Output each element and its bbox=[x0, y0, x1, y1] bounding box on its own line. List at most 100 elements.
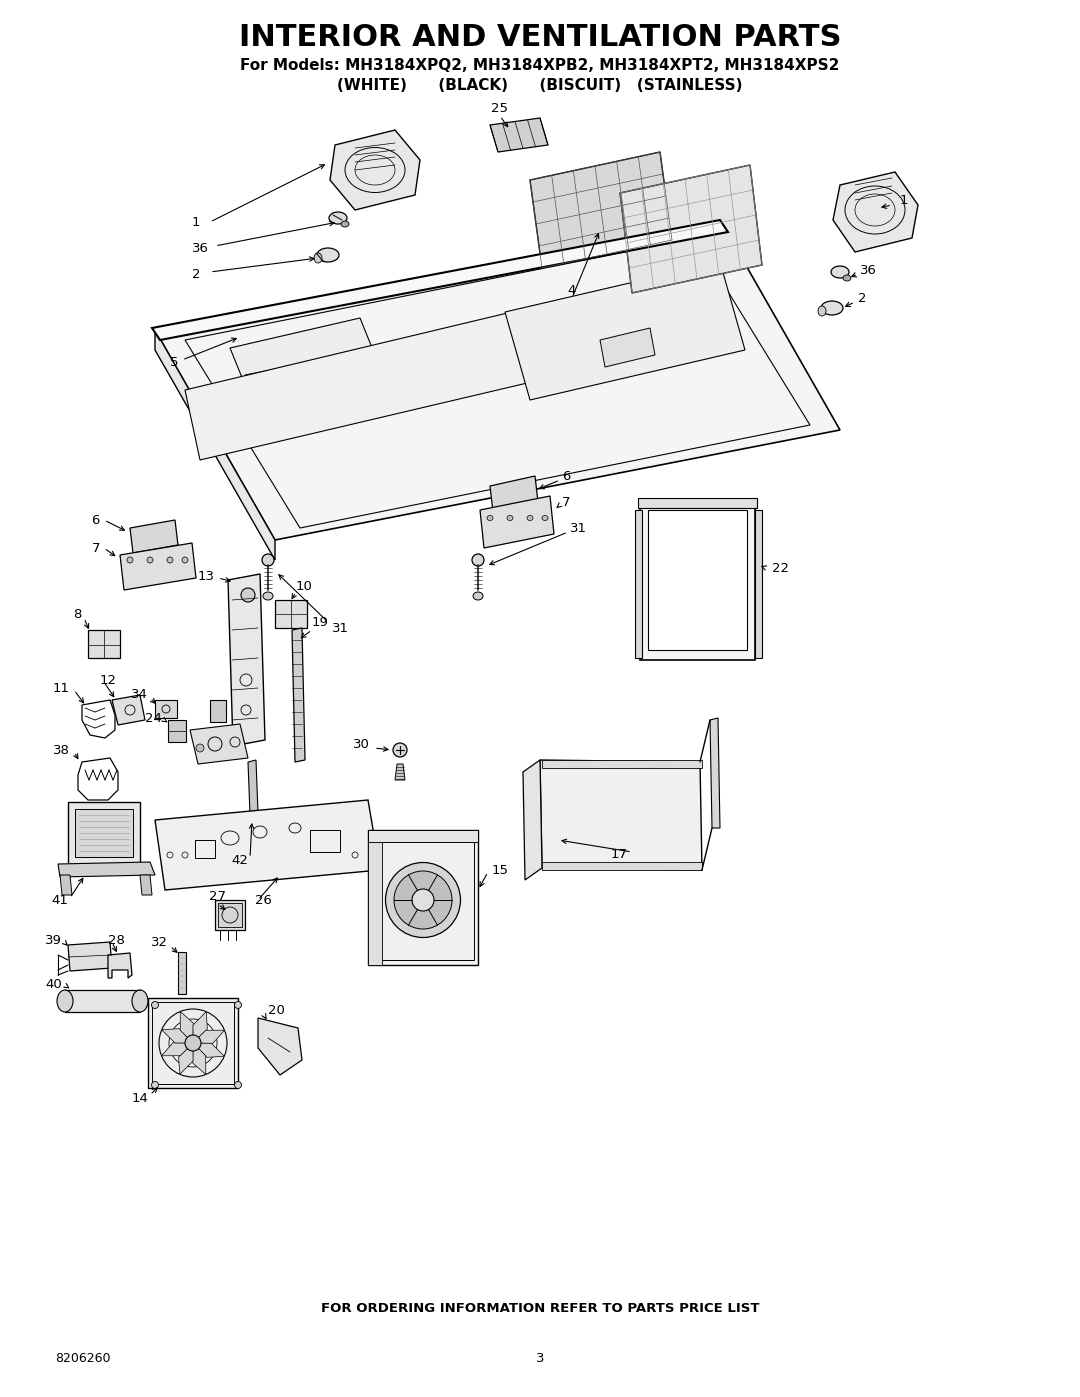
Polygon shape bbox=[185, 310, 540, 460]
Ellipse shape bbox=[234, 1002, 242, 1009]
Text: 13: 13 bbox=[198, 570, 215, 583]
Ellipse shape bbox=[195, 745, 204, 752]
Polygon shape bbox=[505, 263, 745, 400]
Ellipse shape bbox=[831, 265, 849, 278]
Bar bbox=[195, 840, 215, 858]
Text: 8: 8 bbox=[73, 609, 82, 622]
Polygon shape bbox=[230, 319, 375, 386]
Polygon shape bbox=[156, 219, 840, 541]
Text: 7: 7 bbox=[562, 496, 570, 509]
Text: 32: 32 bbox=[151, 936, 168, 949]
Polygon shape bbox=[193, 1030, 225, 1044]
Polygon shape bbox=[600, 328, 654, 367]
Text: 19: 19 bbox=[312, 616, 329, 629]
Text: (WHITE)      (BLACK)      (BISCUIT)   (STAINLESS): (WHITE) (BLACK) (BISCUIT) (STAINLESS) bbox=[337, 77, 743, 92]
Polygon shape bbox=[60, 875, 72, 895]
Bar bbox=[368, 842, 382, 965]
Bar bbox=[368, 830, 478, 965]
Bar bbox=[152, 1002, 234, 1084]
Text: 31: 31 bbox=[570, 521, 588, 535]
Polygon shape bbox=[635, 510, 642, 658]
Text: 1: 1 bbox=[192, 215, 200, 229]
Polygon shape bbox=[248, 760, 260, 868]
Bar bbox=[168, 719, 186, 742]
Polygon shape bbox=[490, 117, 548, 152]
Text: 2: 2 bbox=[858, 292, 866, 305]
Bar bbox=[275, 599, 307, 629]
Text: 12: 12 bbox=[100, 673, 117, 686]
Polygon shape bbox=[833, 172, 918, 251]
Text: 22: 22 bbox=[772, 562, 789, 574]
Bar bbox=[68, 802, 140, 863]
Bar bbox=[648, 510, 747, 650]
Bar bbox=[542, 760, 702, 768]
Ellipse shape bbox=[329, 212, 347, 224]
Ellipse shape bbox=[241, 588, 255, 602]
Text: 25: 25 bbox=[491, 102, 509, 115]
Ellipse shape bbox=[262, 555, 274, 566]
Bar bbox=[87, 630, 120, 658]
Polygon shape bbox=[245, 367, 285, 397]
Polygon shape bbox=[120, 543, 195, 590]
Bar bbox=[75, 809, 133, 856]
Text: 6: 6 bbox=[562, 469, 570, 482]
Polygon shape bbox=[180, 1011, 193, 1044]
Bar bbox=[218, 902, 242, 928]
Text: 5: 5 bbox=[170, 355, 178, 369]
Polygon shape bbox=[755, 510, 762, 658]
Ellipse shape bbox=[147, 557, 153, 563]
Text: 3: 3 bbox=[536, 1351, 544, 1365]
Bar bbox=[215, 900, 245, 930]
Polygon shape bbox=[368, 830, 478, 842]
Polygon shape bbox=[190, 724, 248, 764]
Text: 1: 1 bbox=[900, 194, 908, 207]
Ellipse shape bbox=[127, 557, 133, 563]
Bar bbox=[65, 990, 140, 1011]
Polygon shape bbox=[58, 862, 156, 877]
Text: 38: 38 bbox=[53, 743, 70, 757]
Text: 42: 42 bbox=[231, 854, 248, 866]
Polygon shape bbox=[162, 1028, 193, 1044]
Ellipse shape bbox=[411, 888, 434, 911]
Bar bbox=[542, 862, 702, 870]
Polygon shape bbox=[140, 875, 152, 895]
Polygon shape bbox=[193, 1011, 207, 1044]
Ellipse shape bbox=[318, 249, 339, 263]
Ellipse shape bbox=[542, 515, 548, 521]
Ellipse shape bbox=[394, 870, 453, 929]
Text: 11: 11 bbox=[53, 682, 70, 694]
Text: 30: 30 bbox=[353, 739, 370, 752]
Text: 14: 14 bbox=[131, 1091, 148, 1105]
Polygon shape bbox=[395, 764, 405, 780]
Text: FOR ORDERING INFORMATION REFER TO PARTS PRICE LIST: FOR ORDERING INFORMATION REFER TO PARTS … bbox=[321, 1302, 759, 1315]
Ellipse shape bbox=[341, 221, 349, 226]
Bar bbox=[210, 700, 226, 722]
Ellipse shape bbox=[821, 300, 843, 314]
Ellipse shape bbox=[167, 557, 173, 563]
Text: 28: 28 bbox=[108, 933, 125, 947]
Polygon shape bbox=[108, 953, 132, 978]
Bar bbox=[372, 835, 474, 960]
Ellipse shape bbox=[818, 306, 826, 316]
Text: 26: 26 bbox=[255, 894, 272, 907]
Polygon shape bbox=[130, 520, 178, 553]
Polygon shape bbox=[710, 718, 720, 828]
Bar bbox=[178, 951, 186, 995]
Polygon shape bbox=[162, 1042, 193, 1056]
Ellipse shape bbox=[314, 253, 322, 263]
Polygon shape bbox=[638, 497, 757, 509]
Text: 36: 36 bbox=[191, 242, 208, 254]
Ellipse shape bbox=[168, 1018, 217, 1067]
Polygon shape bbox=[193, 1044, 225, 1058]
Polygon shape bbox=[156, 330, 275, 560]
Ellipse shape bbox=[487, 515, 492, 521]
Ellipse shape bbox=[151, 1081, 159, 1088]
Text: 40: 40 bbox=[45, 978, 62, 992]
Polygon shape bbox=[480, 496, 554, 548]
Text: For Models: MH3184XPQ2, MH3184XPB2, MH3184XPT2, MH3184XPS2: For Models: MH3184XPQ2, MH3184XPB2, MH31… bbox=[241, 57, 839, 73]
Ellipse shape bbox=[843, 275, 851, 281]
Ellipse shape bbox=[234, 1081, 242, 1088]
Polygon shape bbox=[523, 760, 542, 880]
Polygon shape bbox=[68, 942, 112, 971]
Polygon shape bbox=[530, 152, 672, 268]
